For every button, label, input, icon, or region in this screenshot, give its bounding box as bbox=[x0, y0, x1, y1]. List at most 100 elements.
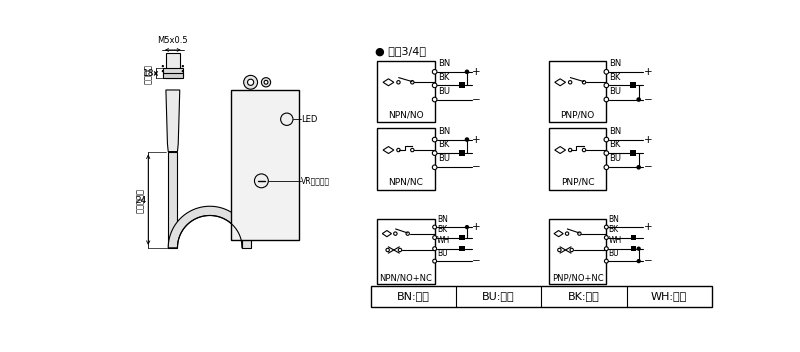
Text: 防护保护套: 防护保护套 bbox=[136, 188, 145, 213]
Circle shape bbox=[244, 75, 258, 89]
Text: −: − bbox=[644, 256, 653, 266]
Circle shape bbox=[281, 113, 293, 125]
Circle shape bbox=[433, 247, 437, 251]
Circle shape bbox=[604, 151, 609, 156]
Circle shape bbox=[465, 137, 470, 142]
Text: +: + bbox=[644, 134, 653, 145]
Circle shape bbox=[604, 137, 609, 142]
Bar bbox=[163, 68, 183, 76]
Bar bbox=[168, 152, 178, 248]
Text: M5x0.5: M5x0.5 bbox=[158, 36, 188, 45]
Bar bbox=[630, 82, 636, 88]
Text: BU: BU bbox=[437, 249, 447, 258]
Circle shape bbox=[604, 97, 609, 102]
Circle shape bbox=[605, 259, 608, 263]
Bar bbox=[459, 246, 465, 251]
Text: BK: BK bbox=[610, 73, 621, 82]
Circle shape bbox=[605, 225, 608, 229]
Circle shape bbox=[636, 165, 641, 170]
Text: +: + bbox=[472, 222, 481, 232]
Text: BU: BU bbox=[609, 249, 619, 258]
Circle shape bbox=[582, 148, 586, 152]
Bar bbox=[549, 128, 606, 190]
Circle shape bbox=[247, 79, 254, 86]
Text: NPN/NO: NPN/NO bbox=[388, 110, 423, 119]
Bar bbox=[549, 61, 606, 122]
Text: PNP/NC: PNP/NC bbox=[561, 178, 594, 187]
Circle shape bbox=[262, 78, 270, 87]
Text: WH:白色: WH:白色 bbox=[651, 291, 687, 301]
Text: +: + bbox=[644, 222, 653, 232]
Bar bbox=[630, 150, 636, 156]
Text: BN: BN bbox=[438, 59, 450, 68]
Text: BN:棕色: BN:棕色 bbox=[397, 291, 430, 301]
Text: BK: BK bbox=[609, 225, 618, 234]
Bar bbox=[163, 73, 183, 78]
Circle shape bbox=[386, 248, 390, 252]
Circle shape bbox=[264, 80, 268, 84]
Circle shape bbox=[406, 232, 410, 235]
Bar bbox=[166, 53, 180, 78]
Circle shape bbox=[582, 81, 586, 84]
Circle shape bbox=[604, 165, 609, 170]
Bar bbox=[377, 128, 434, 190]
Text: WH: WH bbox=[437, 236, 450, 245]
Text: BK: BK bbox=[610, 140, 621, 149]
Text: +: + bbox=[644, 67, 653, 77]
Circle shape bbox=[433, 259, 437, 263]
Bar bbox=[242, 121, 251, 248]
Circle shape bbox=[432, 137, 437, 142]
Text: BN: BN bbox=[610, 127, 622, 136]
Circle shape bbox=[394, 232, 397, 235]
Bar bbox=[377, 219, 434, 284]
Text: LED: LED bbox=[302, 115, 318, 124]
Circle shape bbox=[432, 165, 437, 170]
Circle shape bbox=[636, 97, 641, 102]
Circle shape bbox=[604, 69, 609, 74]
Text: PNP/NO+NC: PNP/NO+NC bbox=[552, 274, 603, 282]
Bar bbox=[631, 235, 636, 240]
Bar bbox=[631, 246, 636, 251]
Text: BN: BN bbox=[610, 59, 622, 68]
Text: VR距离调节: VR距离调节 bbox=[302, 176, 330, 186]
Circle shape bbox=[637, 246, 641, 251]
Text: BK: BK bbox=[438, 73, 449, 82]
Circle shape bbox=[433, 235, 437, 239]
Circle shape bbox=[605, 247, 608, 251]
Circle shape bbox=[569, 81, 572, 84]
Text: 18: 18 bbox=[143, 69, 154, 78]
Text: BU: BU bbox=[610, 155, 622, 163]
Circle shape bbox=[432, 151, 437, 156]
Text: PNP/NO: PNP/NO bbox=[560, 110, 594, 119]
Circle shape bbox=[397, 148, 400, 152]
Circle shape bbox=[566, 232, 569, 235]
Circle shape bbox=[182, 70, 184, 72]
Bar bbox=[370, 285, 712, 307]
Circle shape bbox=[254, 174, 268, 188]
Text: +: + bbox=[472, 67, 481, 77]
Text: NPN/NC: NPN/NC bbox=[388, 178, 423, 187]
Circle shape bbox=[578, 232, 581, 235]
Circle shape bbox=[410, 148, 414, 152]
Polygon shape bbox=[166, 90, 180, 152]
Text: 24: 24 bbox=[135, 196, 146, 205]
Circle shape bbox=[605, 235, 608, 239]
Bar bbox=[549, 219, 606, 284]
Text: BK:黑色: BK:黑色 bbox=[568, 291, 600, 301]
Bar bbox=[377, 61, 434, 122]
Circle shape bbox=[162, 65, 164, 67]
Text: WH: WH bbox=[609, 236, 622, 245]
Bar bbox=[458, 150, 465, 156]
Circle shape bbox=[432, 97, 437, 102]
Text: BN: BN bbox=[437, 215, 448, 224]
Circle shape bbox=[410, 81, 414, 84]
Polygon shape bbox=[168, 206, 251, 248]
Text: BU: BU bbox=[438, 155, 450, 163]
Circle shape bbox=[569, 148, 572, 152]
Text: −: − bbox=[644, 95, 653, 105]
Circle shape bbox=[182, 65, 184, 67]
Text: BN: BN bbox=[609, 215, 619, 224]
Bar bbox=[459, 235, 465, 240]
Circle shape bbox=[397, 81, 400, 84]
Circle shape bbox=[433, 225, 437, 229]
